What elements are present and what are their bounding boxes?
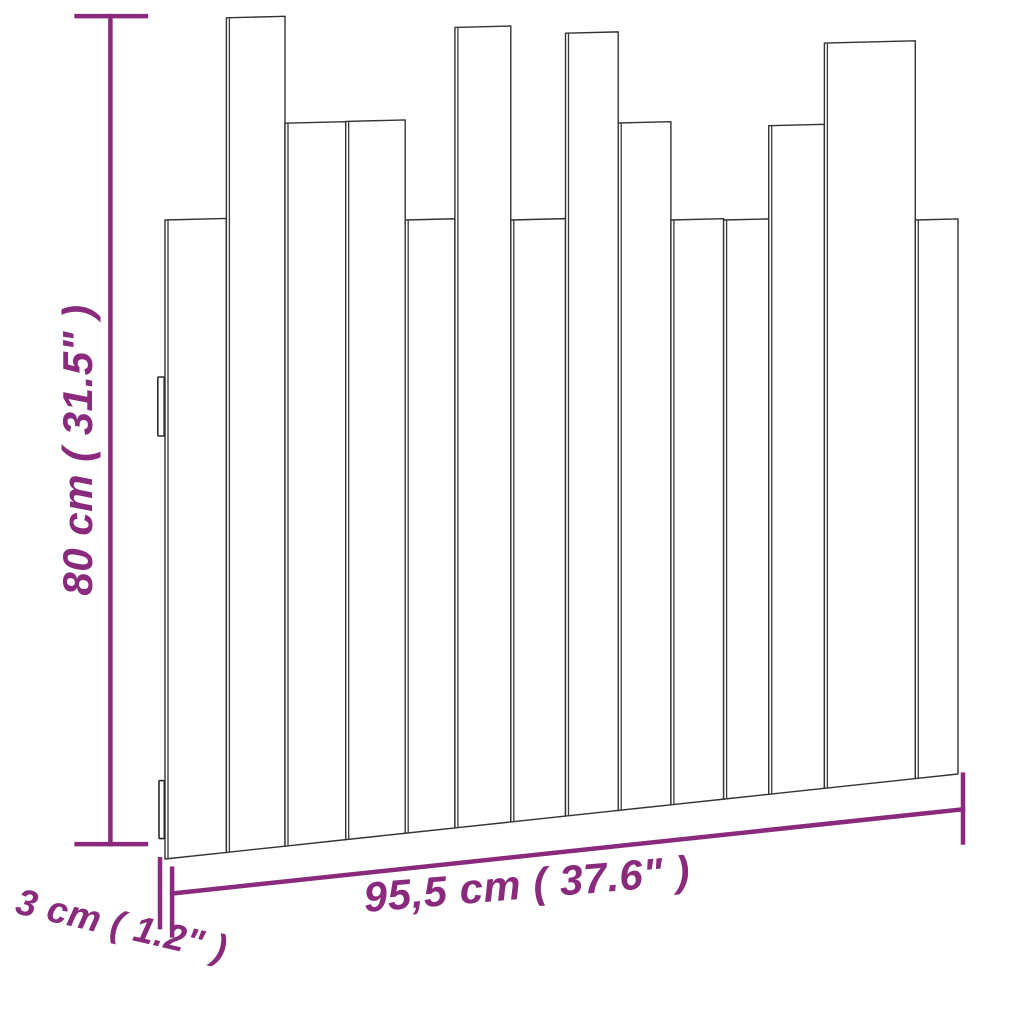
svg-text:80 cm ( 31.5" ): 80 cm ( 31.5" ) xyxy=(54,304,101,595)
